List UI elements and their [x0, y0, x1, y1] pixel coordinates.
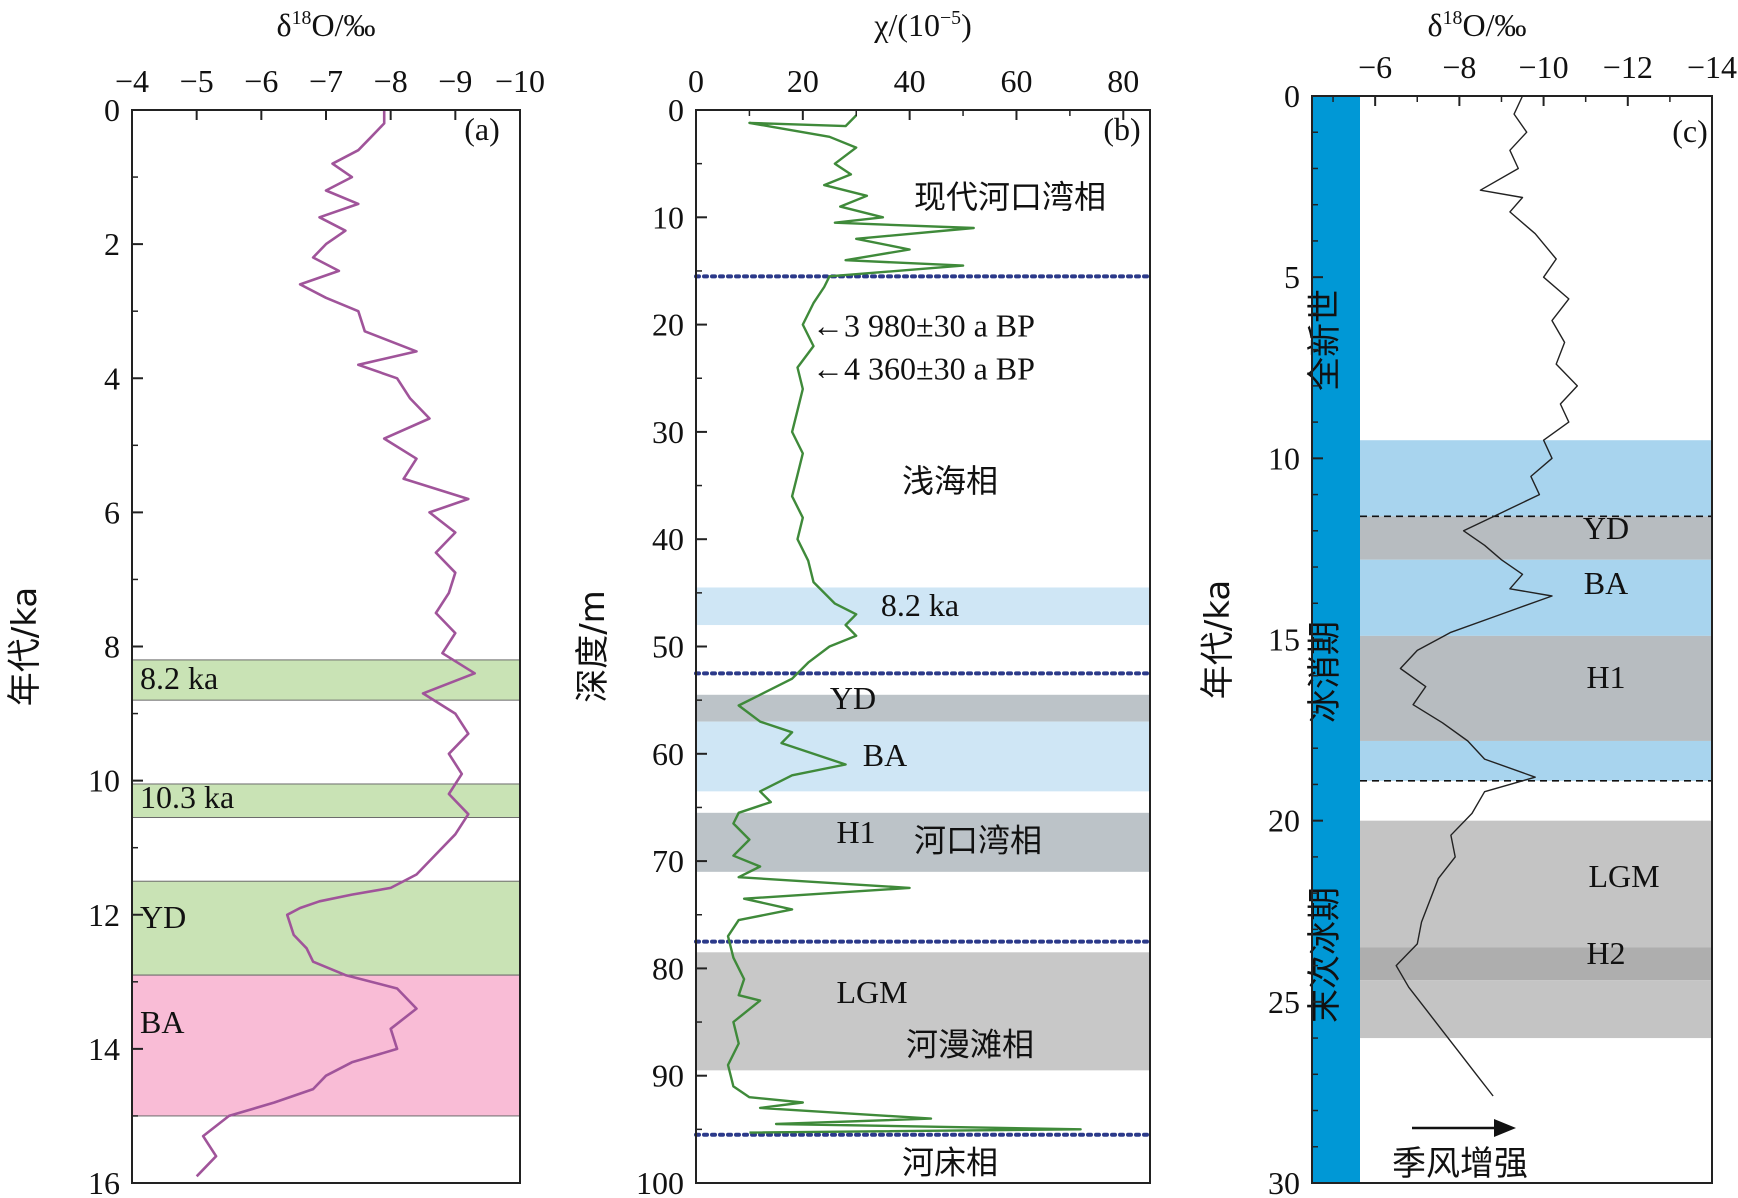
panel-a-y-tick-label: 10 [88, 763, 120, 799]
panel-c-x-tick-label: −10 [1519, 49, 1569, 85]
panel-a-series-line [195, 110, 477, 1178]
panel-c-band [1312, 559, 1712, 636]
panel-c-y-tick-label: 0 [1284, 78, 1300, 114]
panel-a-y-axis-title: 年代/ka [5, 587, 45, 706]
panel-c-y-tick-label: 15 [1268, 622, 1300, 658]
panel-c-band-label: H1 [1586, 659, 1625, 695]
panel-c-band [1312, 820, 1712, 948]
panel-a-band-label: YD [140, 899, 186, 935]
panel-c-x-tick-label: −14 [1687, 49, 1737, 85]
panel-b-y-tick-label: 80 [652, 950, 684, 986]
panel-c-band [1312, 947, 1712, 981]
panel-b-x-tick-label: 60 [1000, 63, 1032, 99]
panel-c-series-line [1395, 95, 1579, 1097]
panel-b-y-tick-label: 20 [652, 307, 684, 343]
panel-a-band-label: BA [140, 1004, 184, 1040]
panel-c-x-tick-label: −12 [1603, 49, 1653, 85]
panel-c-y-tick-label: 25 [1268, 984, 1300, 1020]
panel-c-x-tick-label: −8 [1442, 49, 1476, 85]
panel-c-y-tick-label: 10 [1268, 440, 1300, 476]
panel-b-x-tick-label: 40 [894, 63, 926, 99]
panel-a-y-tick-label: 8 [104, 629, 120, 665]
panel-a-y-tick-label: 4 [104, 360, 120, 396]
panel-b-band [696, 587, 1150, 626]
panel-b-band [696, 694, 1150, 722]
panel-b-y-tick-label: 60 [652, 736, 684, 772]
panel-b-y-tick-label: 100 [636, 1165, 684, 1198]
panel-b-facies-annotation: 河床相 [902, 1144, 998, 1182]
panel-a-x-tick-label: −8 [374, 63, 408, 99]
panel-c-x-axis-title: δ18O/‰ [1428, 7, 1527, 43]
panel-c-y-tick-label: 30 [1268, 1165, 1300, 1198]
panel-b-y-axis-title: 深度/m [573, 590, 613, 703]
panel-a-panel-label: (a) [464, 111, 500, 147]
panel-a-x-tick-label: −5 [180, 63, 214, 99]
panel-b-x-axis-title: χ/(10−5) [873, 7, 972, 43]
panel-b-panel-label: (b) [1103, 111, 1140, 147]
panel-a-x-tick-label: −6 [244, 63, 278, 99]
panel-b-x-tick-label: 20 [787, 63, 819, 99]
panel-a-band-label: 10.3 ka [140, 779, 234, 815]
panel-a-x-tick-label: −4 [115, 63, 149, 99]
panel-b-x-tick-label: 80 [1107, 63, 1139, 99]
panel-c-y-axis-title: 年代/ka [1198, 580, 1238, 699]
panel-c-band [1312, 740, 1712, 781]
panel-b-band-label: H1 [836, 814, 875, 850]
panel-c-band-label: YD [1583, 510, 1629, 546]
panel-a-band [131, 880, 521, 976]
panel-b-facies-annotation: 浅海相 [902, 462, 998, 500]
panel-a-y-tick-label: 0 [104, 92, 120, 128]
panel-c-band-label: BA [1584, 565, 1628, 601]
panel-b-band [696, 952, 1150, 1071]
panel-c-band [1312, 516, 1712, 560]
panel-c-monsoon-label: 季风增强 [1392, 1144, 1528, 1184]
panel-c-band [1312, 635, 1712, 741]
panel-b-band [696, 812, 1150, 872]
panel-a-x-tick-label: −7 [309, 63, 343, 99]
panel-b-band-label: YD [830, 680, 876, 716]
panel-b-y-tick-label: 90 [652, 1058, 684, 1094]
panel-a-y-tick-label: 14 [88, 1031, 120, 1067]
panel-b-facies-annotation: 河口湾相 [914, 822, 1042, 860]
panel-a-band [131, 974, 521, 1117]
panel-a-y-tick-label: 16 [88, 1165, 120, 1198]
panel-a-x-tick-label: −10 [495, 63, 545, 99]
panel-b-band-label: LGM [836, 974, 907, 1010]
panel-c-band-label: H2 [1586, 935, 1625, 971]
panel-b-y-tick-label: 40 [652, 521, 684, 557]
panel-b-series-line [726, 114, 1082, 1134]
panel-b-facies-annotation: 现代河口湾相 [914, 178, 1106, 216]
panel-c-band [1312, 440, 1712, 517]
panel-b-y-tick-label: 10 [652, 199, 684, 235]
panel-a-x-tick-label: −9 [438, 63, 472, 99]
panel-c-monsoon-arrow-head [1494, 1119, 1516, 1137]
panel-c-y-tick-label: 20 [1268, 803, 1300, 839]
panel-b-facies-annotation: 河漫滩相 [906, 1026, 1034, 1064]
panel-b-y-tick-label: 50 [652, 629, 684, 665]
panel-b-band [696, 721, 1150, 792]
panel-a-y-tick-label: 12 [88, 897, 120, 933]
panel-b-facies-annotation: ←3 980±30 a BP [812, 308, 1035, 344]
panel-a-band-label: 8.2 ka [140, 660, 218, 696]
panel-b-facies-annotation: ←4 360±30 a BP [812, 351, 1035, 387]
panel-c-band-label: LGM [1588, 858, 1659, 894]
panel-b-y-tick-label: 70 [652, 843, 684, 879]
panel-b-x-tick-label: 0 [688, 63, 704, 99]
panel-b-band-label: 8.2 ka [881, 587, 959, 623]
panel-a-x-axis-title: δ18O/‰ [277, 7, 376, 43]
panel-a-y-tick-label: 2 [104, 226, 120, 262]
panel-b-y-tick-label: 30 [652, 414, 684, 450]
panel-c-x-tick-label: −6 [1358, 49, 1392, 85]
panel-b-band-label: BA [863, 737, 907, 773]
panel-b-y-tick-label: 0 [668, 92, 684, 128]
panel-a-y-tick-label: 6 [104, 494, 120, 530]
panel-c-panel-label: (c) [1672, 113, 1708, 149]
panel-c-band [1312, 980, 1712, 1039]
panel-c-y-tick-label: 5 [1284, 259, 1300, 295]
